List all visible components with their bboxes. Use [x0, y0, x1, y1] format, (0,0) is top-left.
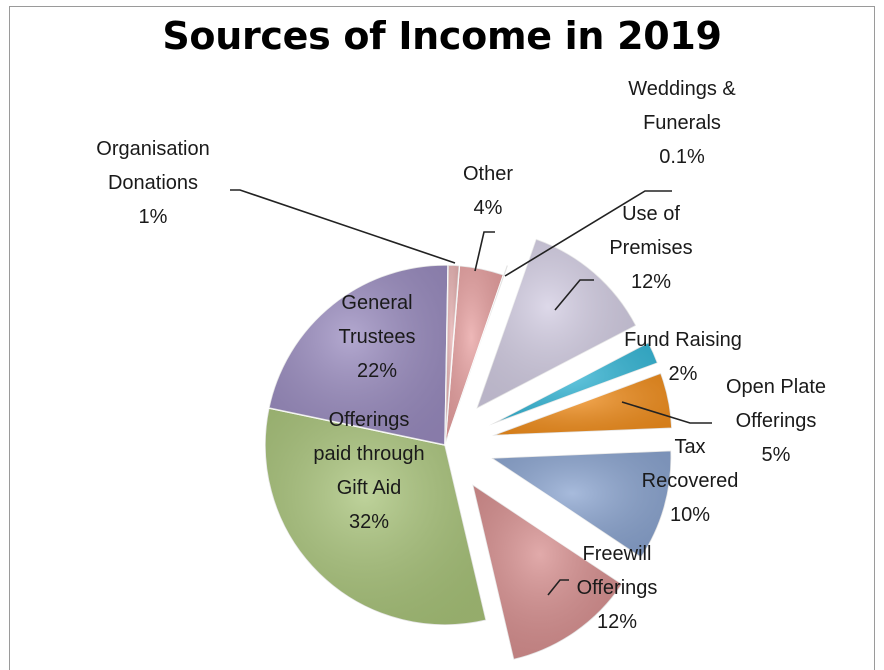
pie-slice-shading [445, 265, 460, 445]
data-label-organisation-donations: Organisation Donations 1% [96, 138, 209, 228]
data-label-line: 22% [357, 360, 397, 382]
data-label-line: 12% [597, 611, 637, 633]
leader-line [474, 231, 495, 272]
data-label-line: Recovered [642, 470, 739, 492]
data-label-line: Donations [108, 172, 198, 194]
pie-slice-shading [472, 484, 623, 660]
data-label-line: Offerings [736, 410, 817, 432]
chart-title: Sources of Income in 2019 [162, 14, 722, 58]
pie-slice-shading [488, 342, 658, 426]
data-label-line: Premises [609, 237, 692, 259]
data-label-open-plate-offerings: Open Plate Offerings 5% [726, 376, 826, 466]
pie-slice-shading [492, 373, 672, 436]
data-label-line: 1% [139, 206, 168, 228]
data-label-line: 5% [762, 444, 791, 466]
data-label-line: General [341, 292, 412, 314]
data-label-line: Offerings [329, 409, 410, 431]
data-label-line: 0.1% [659, 146, 705, 168]
data-label-line: 32% [349, 511, 389, 533]
data-label-fund-raising: Fund Raising 2% [624, 329, 742, 385]
data-label-general-trustees: General Trustees 22% [338, 292, 415, 382]
data-label-line: Gift Aid [337, 477, 401, 499]
data-label-line: 12% [631, 271, 671, 293]
leader-line [230, 189, 456, 264]
data-label-line: Organisation [96, 138, 209, 160]
data-label-line: 10% [670, 504, 710, 526]
leader-line [547, 579, 569, 596]
data-label-line: Freewill [583, 543, 652, 565]
data-label-weddings-funerals: Weddings & Funerals 0.1% [628, 78, 736, 168]
pie-slice-shading [491, 450, 672, 558]
data-label-line: Use of [622, 203, 680, 225]
data-label-line: Open Plate [726, 376, 826, 398]
data-label-tax-recovered: Tax Recovered 10% [642, 436, 739, 526]
leader-line [504, 190, 672, 277]
data-label-line: Funerals [643, 112, 721, 134]
pie-slice-shading [476, 238, 637, 409]
pie-slice-shading [448, 265, 508, 436]
pie-slice-shading [268, 265, 449, 445]
data-label-freewill-offerings: Freewill Offerings 12% [577, 543, 658, 633]
data-label-line: Other [463, 163, 513, 185]
data-label-line: Offerings [577, 577, 658, 599]
data-label-offerings-paid-through-gift-aid: Offerings paid through Gift Aid 32% [313, 409, 424, 533]
data-label-line: paid through [313, 443, 424, 465]
data-label-use-of-premises: Use of Premises 12% [609, 203, 692, 293]
leader-line [554, 279, 594, 311]
leader-line [621, 401, 712, 424]
data-label-line: Tax [674, 436, 705, 458]
data-label-line: Trustees [338, 326, 415, 348]
data-label-line: 4% [474, 197, 503, 219]
data-label-line: 2% [669, 363, 698, 385]
pie-slice-shading [264, 407, 487, 626]
data-label-line: Weddings & [628, 78, 736, 100]
data-label-line: Fund Raising [624, 329, 742, 351]
pie-slice-shading [445, 265, 504, 445]
data-label-other: Other 4% [463, 163, 513, 219]
